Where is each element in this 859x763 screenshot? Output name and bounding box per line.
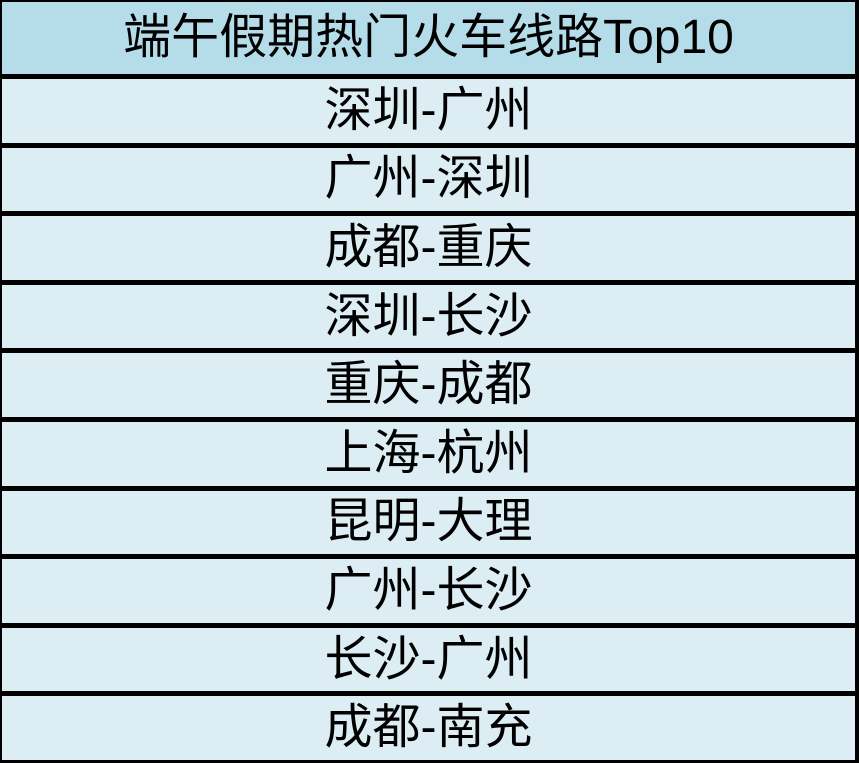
table-title: 端午假期热门火车线路Top10 <box>2 2 855 74</box>
table-row: 上海-杭州 <box>2 421 855 486</box>
table-row: 成都-南充 <box>2 696 855 760</box>
table-row: 重庆-成都 <box>2 353 855 417</box>
table-row: 广州-长沙 <box>2 559 855 623</box>
table-row: 成都-重庆 <box>2 216 855 280</box>
table-row: 昆明-大理 <box>2 490 855 555</box>
table-row: 深圳-长沙 <box>2 284 855 349</box>
table-row: 深圳-广州 <box>2 79 855 143</box>
table-row: 长沙-广州 <box>2 627 855 692</box>
table-row: 广州-深圳 <box>2 147 855 212</box>
